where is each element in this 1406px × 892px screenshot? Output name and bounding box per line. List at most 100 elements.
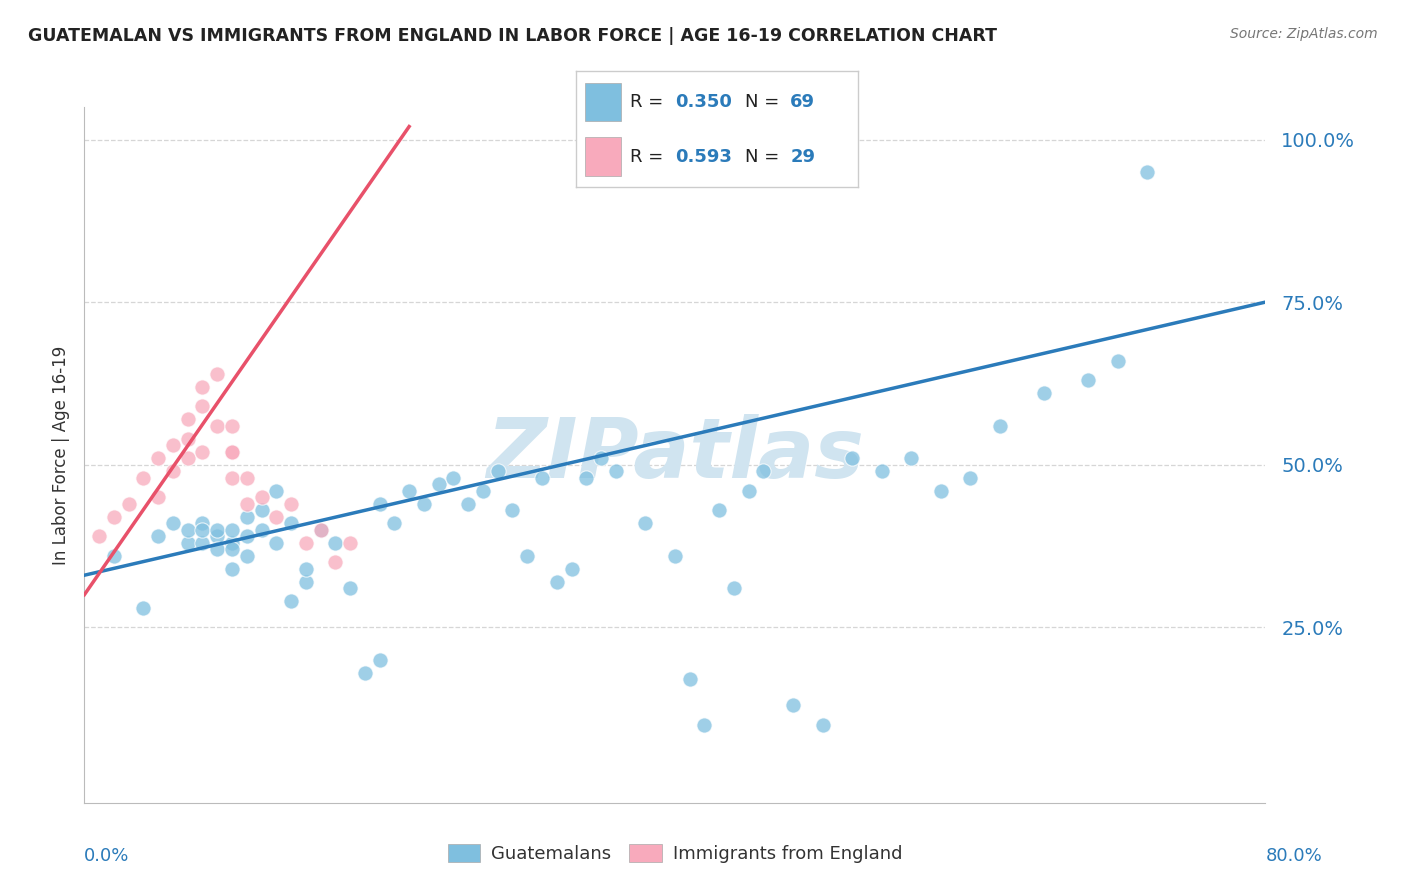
Point	[118, 497, 141, 511]
Point	[205, 418, 228, 433]
Point	[235, 509, 259, 524]
Point	[678, 672, 700, 686]
Point	[162, 438, 184, 452]
Point	[177, 535, 200, 549]
Point	[221, 444, 243, 458]
Point	[132, 600, 155, 615]
Text: Source: ZipAtlas.com: Source: ZipAtlas.com	[1230, 27, 1378, 41]
Point	[295, 574, 318, 589]
Point	[235, 471, 259, 485]
Point	[191, 516, 214, 531]
Point	[841, 451, 863, 466]
Point	[959, 471, 981, 485]
Point	[782, 698, 804, 713]
Point	[191, 444, 214, 458]
Point	[280, 497, 302, 511]
Point	[103, 549, 125, 563]
Point	[382, 516, 406, 531]
Point	[457, 497, 479, 511]
Point	[752, 464, 775, 478]
Point	[191, 535, 214, 549]
Point	[501, 503, 523, 517]
Point	[723, 581, 745, 595]
Point	[191, 523, 214, 537]
Text: N =: N =	[745, 93, 785, 112]
Point	[264, 483, 288, 498]
Point	[177, 432, 200, 446]
Point	[250, 523, 273, 537]
Point	[530, 471, 553, 485]
Point	[560, 562, 583, 576]
Point	[221, 523, 243, 537]
Point	[205, 523, 228, 537]
Point	[235, 497, 259, 511]
Text: 0.350: 0.350	[675, 93, 731, 112]
Point	[591, 451, 613, 466]
Point	[339, 535, 361, 549]
Point	[132, 471, 155, 485]
Legend: Guatemalans, Immigrants from England: Guatemalans, Immigrants from England	[440, 837, 910, 871]
Point	[413, 497, 436, 511]
Point	[162, 464, 184, 478]
Point	[929, 483, 952, 498]
Point	[250, 490, 273, 504]
Point	[1032, 386, 1054, 401]
Point	[250, 503, 273, 517]
Point	[1077, 373, 1099, 387]
Point	[177, 451, 200, 466]
Text: ZIPatlas: ZIPatlas	[486, 415, 863, 495]
Text: R =: R =	[630, 93, 669, 112]
Point	[205, 529, 228, 543]
Point	[280, 594, 302, 608]
Point	[191, 379, 214, 393]
Point	[693, 718, 716, 732]
Text: 29: 29	[790, 147, 815, 166]
Point	[264, 509, 288, 524]
Point	[323, 535, 347, 549]
Point	[177, 412, 200, 426]
Point	[664, 549, 686, 563]
Point	[354, 665, 377, 680]
Point	[295, 535, 318, 549]
Point	[235, 529, 259, 543]
Point	[87, 529, 111, 543]
Point	[148, 529, 170, 543]
Point	[221, 418, 243, 433]
Y-axis label: In Labor Force | Age 16-19: In Labor Force | Age 16-19	[52, 345, 70, 565]
Point	[309, 523, 332, 537]
Point	[516, 549, 538, 563]
Point	[221, 542, 243, 557]
Text: GUATEMALAN VS IMMIGRANTS FROM ENGLAND IN LABOR FORCE | AGE 16-19 CORRELATION CHA: GUATEMALAN VS IMMIGRANTS FROM ENGLAND IN…	[28, 27, 997, 45]
Point	[1136, 165, 1159, 179]
Text: R =: R =	[630, 147, 669, 166]
Point	[870, 464, 893, 478]
Point	[309, 523, 332, 537]
Point	[472, 483, 495, 498]
Point	[546, 574, 568, 589]
Point	[235, 549, 259, 563]
Point	[368, 653, 391, 667]
Point	[427, 477, 450, 491]
Point	[191, 399, 214, 413]
Point	[339, 581, 361, 595]
Point	[221, 562, 243, 576]
Point	[634, 516, 657, 531]
Point	[221, 471, 243, 485]
Point	[280, 516, 302, 531]
Point	[738, 483, 761, 498]
Point	[264, 535, 288, 549]
Point	[295, 562, 318, 576]
Point	[988, 418, 1011, 433]
Point	[1107, 353, 1129, 368]
Point	[575, 471, 598, 485]
Point	[900, 451, 922, 466]
Point	[605, 464, 627, 478]
Point	[148, 451, 170, 466]
Point	[811, 718, 834, 732]
Point	[221, 535, 243, 549]
Point	[709, 503, 731, 517]
Point	[148, 490, 170, 504]
Text: 69: 69	[790, 93, 815, 112]
Point	[103, 509, 125, 524]
Text: 0.593: 0.593	[675, 147, 731, 166]
